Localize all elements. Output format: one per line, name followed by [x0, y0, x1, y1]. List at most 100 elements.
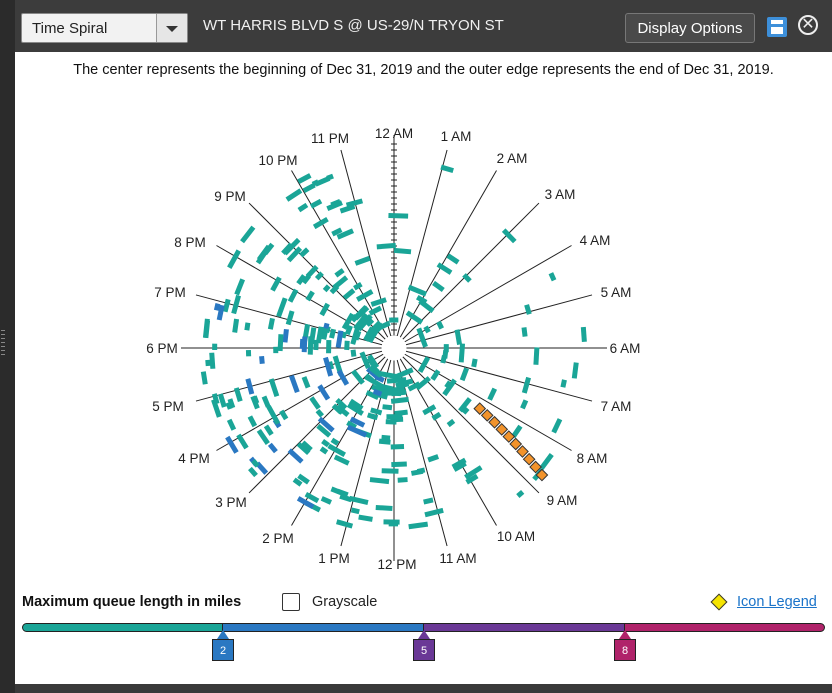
queue-block-low [385, 419, 397, 425]
queue-block-mid [289, 374, 300, 394]
queue-block-low [382, 404, 393, 411]
queue-block-low [487, 387, 498, 401]
queue-block-low [316, 423, 332, 438]
queue-block-low [418, 298, 435, 314]
queue-block-low [336, 519, 354, 529]
hour-spoke [405, 294, 593, 346]
hour-label: 5 PM [152, 399, 184, 414]
queue-block-low [285, 310, 295, 326]
queue-block-low [277, 334, 284, 352]
queue-block-low [322, 284, 331, 293]
queue-block-low [279, 409, 289, 421]
queue-block-low [287, 288, 299, 303]
queue-block-low [548, 272, 557, 282]
hour-label: 4 AM [580, 233, 611, 248]
queue-block-low [331, 227, 343, 237]
grayscale-checkbox[interactable] [282, 593, 300, 611]
queue-block-low [234, 278, 246, 296]
close-icon[interactable]: ✕ [798, 15, 818, 35]
queue-block-low [388, 212, 409, 219]
queue-block-mid [374, 374, 385, 383]
view-select-dropdown[interactable]: Time Spiral [21, 13, 188, 43]
queue-block-low [521, 327, 528, 337]
queue-block-low [301, 440, 313, 452]
scale-marker-8[interactable]: 8 [614, 639, 636, 661]
queue-block-low [233, 387, 243, 402]
queue-block-low [225, 401, 233, 410]
queue-block-low [200, 371, 208, 385]
queue-block-low [309, 198, 323, 209]
queue-block-low [427, 454, 440, 463]
hour-label: 1 PM [318, 551, 350, 566]
queue-block-low [381, 468, 399, 474]
save-icon[interactable] [767, 17, 787, 37]
queue-block-low [415, 376, 431, 391]
queue-block-low [350, 327, 360, 345]
event-diamond [480, 408, 494, 422]
queue-block-low [458, 397, 472, 413]
queue-block-low [370, 297, 387, 307]
queue-block-low [446, 418, 456, 428]
queue-block-low [335, 397, 348, 410]
queue-block-low [344, 340, 350, 351]
hour-label: 3 AM [545, 187, 576, 202]
scale-marker-5[interactable]: 5 [413, 639, 435, 661]
display-options-button[interactable]: Display Options [625, 13, 755, 43]
queue-block-low [205, 359, 211, 367]
queue-block-low [314, 176, 331, 187]
queue-block-low [533, 347, 540, 365]
queue-block-low [245, 349, 252, 357]
hour-spoke [405, 350, 593, 402]
queue-block-low [571, 362, 579, 379]
queue-block-low [327, 443, 346, 457]
queue-block-low [268, 378, 280, 398]
scale-segment-max [624, 623, 825, 632]
queue-block-low [231, 294, 241, 315]
queue-block-low [364, 373, 374, 383]
chart-panel: The center represents the beginning of D… [15, 52, 832, 684]
queue-block-mid [317, 384, 331, 401]
hour-spoke [399, 170, 497, 338]
queue-block-low [365, 390, 380, 400]
queue-block-low [320, 496, 332, 505]
queue-block-low [386, 414, 403, 420]
queue-block-low [398, 381, 410, 389]
queue-block-low [462, 273, 472, 283]
scale-marker-2[interactable]: 2 [212, 639, 234, 661]
hour-label: 11 AM [439, 551, 476, 566]
queue-block-low [471, 358, 478, 368]
grayscale-label: Grayscale [312, 594, 378, 610]
queue-block-mid [216, 304, 225, 321]
hour-label: 8 AM [577, 451, 608, 466]
queue-block-low [329, 284, 340, 295]
queue-block-low [308, 327, 317, 345]
event-diamond [488, 415, 501, 429]
queue-block-low [454, 329, 463, 345]
hour-label: 8 PM [174, 235, 206, 250]
event-diamond [509, 437, 523, 451]
hour-spoke [195, 350, 383, 402]
queue-block-low [276, 297, 288, 318]
queue-block-low [296, 274, 307, 286]
legend-title: Maximum queue length in miles [22, 594, 242, 610]
queue-block-low [350, 313, 359, 323]
queue-block-low [375, 504, 393, 511]
queue-block-low [358, 514, 373, 522]
icon-legend-link[interactable]: Icon Legend [737, 594, 817, 610]
queue-block-low [376, 382, 394, 392]
queue-block-low [424, 507, 444, 518]
queue-block-low [301, 376, 311, 389]
queue-block-low [516, 489, 525, 498]
queue-block-low [315, 326, 324, 344]
chevron-down-icon[interactable] [156, 14, 187, 42]
queue-block-low [211, 393, 220, 405]
panel-resize-handle[interactable] [1, 330, 5, 370]
queue-block-low [391, 461, 407, 468]
queue-block-low [319, 446, 329, 455]
hour-label: 7 PM [154, 285, 186, 300]
queue-block-low [405, 310, 424, 325]
queue-block-low [359, 319, 368, 328]
hour-label: 9 AM [547, 493, 578, 508]
event-diamond [535, 468, 549, 482]
time-spiral-window: Time Spiral WT HARRIS BLVD S @ US-29/N T… [15, 0, 832, 693]
